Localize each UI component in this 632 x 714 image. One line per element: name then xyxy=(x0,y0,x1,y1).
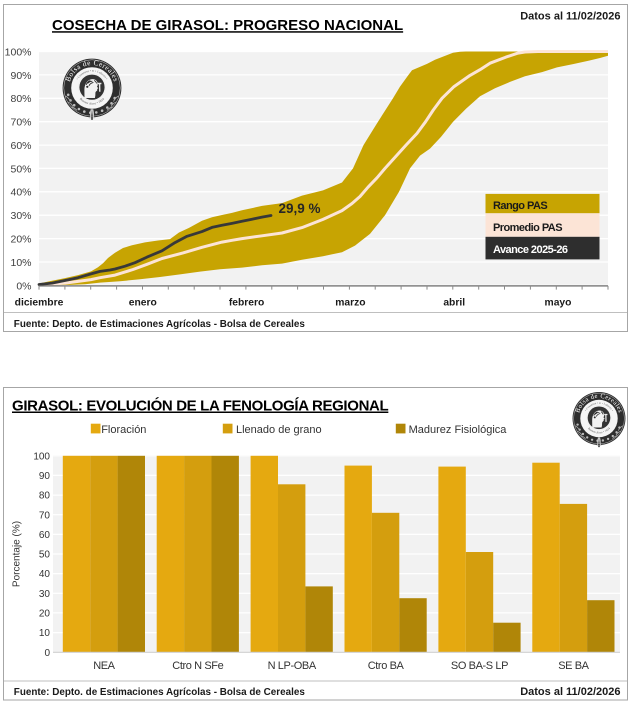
svg-text:SO BA-S LP: SO BA-S LP xyxy=(451,660,508,672)
svg-text:40: 40 xyxy=(39,569,51,580)
svg-text:Fuente: Depto. de Estimaciones: Fuente: Depto. de Estimaciones Agrícolas… xyxy=(14,319,306,330)
svg-text:enero: enero xyxy=(129,298,157,309)
svg-text:COSECHA DE GIRASOL: PROGRESO N: COSECHA DE GIRASOL: PROGRESO NACIONAL xyxy=(52,17,403,34)
svg-text:SE BA: SE BA xyxy=(558,660,589,672)
svg-text:Datos al 11/02/2026: Datos al 11/02/2026 xyxy=(520,10,620,22)
svg-text:29,9 %: 29,9 % xyxy=(279,201,321,216)
svg-text:febrero: febrero xyxy=(229,298,264,309)
svg-text:Madurez Fisiológica: Madurez Fisiológica xyxy=(409,424,508,436)
svg-text:100%: 100% xyxy=(5,46,32,58)
svg-text:40%: 40% xyxy=(10,187,31,199)
svg-text:Datos al 11/02/2026: Datos al 11/02/2026 xyxy=(520,686,620,698)
svg-text:70: 70 xyxy=(39,510,51,521)
svg-text:90%: 90% xyxy=(10,70,31,82)
svg-text:90: 90 xyxy=(39,471,51,482)
svg-text:Ctro BA: Ctro BA xyxy=(368,660,405,672)
svg-text:100: 100 xyxy=(33,451,50,462)
svg-text:GIRASOL: EVOLUCIÓN DE LA FENOL: GIRASOL: EVOLUCIÓN DE LA FENOLOGÍA REGIO… xyxy=(12,397,389,415)
svg-text:diciembre: diciembre xyxy=(15,298,64,309)
svg-text:marzo: marzo xyxy=(335,298,365,309)
svg-text:Promedio PAS: Promedio PAS xyxy=(493,222,562,234)
svg-text:Porcentaje (%): Porcentaje (%) xyxy=(12,521,23,587)
svg-text:Avance 2025-26: Avance 2025-26 xyxy=(493,244,568,256)
svg-text:30%: 30% xyxy=(10,210,31,222)
svg-text:mayo: mayo xyxy=(545,298,572,309)
svg-text:N LP-OBA: N LP-OBA xyxy=(268,660,317,672)
svg-text:Ctro N SFe: Ctro N SFe xyxy=(172,660,223,672)
svg-text:20%: 20% xyxy=(10,234,31,246)
svg-text:Fuente: Depto. de Estimaciones: Fuente: Depto. de Estimaciones Agrícolas… xyxy=(14,687,306,698)
svg-text:Llenado de grano: Llenado de grano xyxy=(236,424,322,436)
svg-text:Floración: Floración xyxy=(101,424,146,436)
svg-text:20: 20 xyxy=(39,609,51,620)
svg-text:10%: 10% xyxy=(10,257,31,269)
svg-text:50: 50 xyxy=(39,550,51,561)
svg-text:80: 80 xyxy=(39,491,51,502)
svg-text:30: 30 xyxy=(39,589,51,600)
svg-text:0%: 0% xyxy=(16,280,31,292)
svg-text:Rango PAS: Rango PAS xyxy=(493,200,547,212)
svg-text:60%: 60% xyxy=(10,140,31,152)
svg-text:abril: abril xyxy=(443,298,465,309)
svg-text:80%: 80% xyxy=(10,93,31,105)
svg-text:60: 60 xyxy=(39,530,51,541)
svg-text:70%: 70% xyxy=(10,117,31,129)
svg-text:NEA: NEA xyxy=(93,660,115,672)
svg-text:0: 0 xyxy=(44,648,50,659)
svg-text:10: 10 xyxy=(39,628,51,639)
svg-text:50%: 50% xyxy=(10,163,31,175)
